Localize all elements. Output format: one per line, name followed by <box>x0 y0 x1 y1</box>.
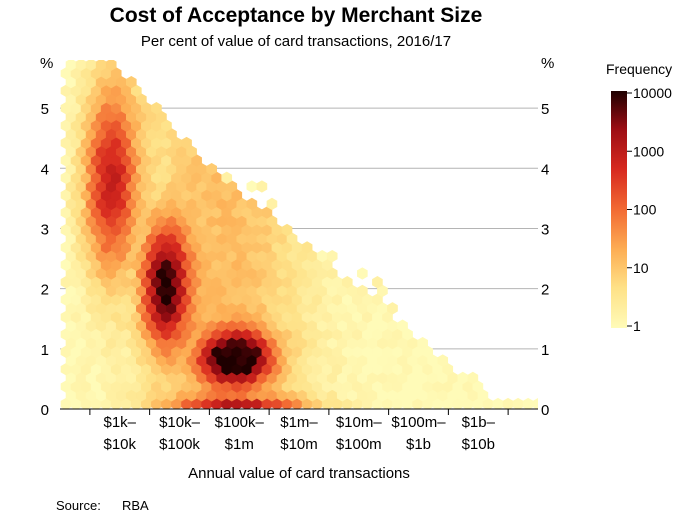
hex-cell-631 <box>316 249 328 263</box>
legend-tick-3: 10 <box>633 260 649 276</box>
y-tick-left-2: 2 <box>41 282 49 299</box>
y-tick-right-2: 2 <box>541 282 549 299</box>
x-category-label-2-line2: $1m <box>225 436 254 453</box>
legend-colorbar <box>611 91 627 328</box>
x-category-label-3-line1: $1m– <box>280 414 318 431</box>
x-category-label-6-line2: $10b <box>462 436 495 453</box>
y-tick-left-5: 5 <box>41 101 49 118</box>
legend-title: Frequency <box>606 61 672 77</box>
x-category-label-6-line1: $1b– <box>462 414 496 431</box>
y-tick-right-0: 0 <box>541 402 549 419</box>
hex-cell-801 <box>246 180 258 193</box>
x-axis: $1k– $10k $10k– $100k $100k– $1m $1m– $10m $10m–… <box>60 408 538 453</box>
x-category-label-2-line1: $100k– <box>215 414 265 431</box>
hex-cell-834 <box>206 162 217 176</box>
hex-cell-171 <box>457 371 469 385</box>
y-tick-left-3: 3 <box>41 221 49 238</box>
hex-cell-43 <box>492 397 504 409</box>
legend-tick-1: 1000 <box>633 143 664 159</box>
hex-cell-939 <box>125 75 137 89</box>
hex-cell-44 <box>502 397 514 409</box>
hex-cell-632 <box>326 249 338 263</box>
legend-tick-4: 1 <box>633 318 641 334</box>
hex-cell-249 <box>437 354 449 367</box>
hex-cell-802 <box>256 180 268 193</box>
y-axis-unit-left: % <box>40 55 53 72</box>
legend-tick-0: 10000 <box>633 85 672 101</box>
hex-cell-45 <box>512 397 524 409</box>
chart-title: Cost of Acceptance by Merchant Size <box>110 4 483 27</box>
chart-subtitle: Per cent of value of card transactions, … <box>141 33 451 50</box>
hex-cell-391 <box>397 319 408 332</box>
hex-cell-765 <box>266 197 278 211</box>
hex-cell-949 <box>95 60 107 71</box>
hex-cell-874 <box>181 136 192 150</box>
hex-cell-950 <box>105 60 117 71</box>
x-axis-label: Annual value of card transactions <box>188 465 410 482</box>
source-label: Source: <box>56 498 101 513</box>
hex-cell-657 <box>301 241 313 254</box>
x-category-label-5-line1: $100m– <box>391 414 446 431</box>
hex-cell-948 <box>85 60 97 71</box>
x-category-label-4-line2: $100m <box>336 436 382 453</box>
x-category-label-0-line1: $1k– <box>103 414 136 431</box>
y-axis-left: 0 1 2 3 4 5 <box>41 101 49 419</box>
hex-cell-703 <box>281 223 293 237</box>
hex-cell-47 <box>532 397 538 409</box>
hex-cell-764 <box>246 197 258 211</box>
y-tick-right-1: 1 <box>541 342 549 359</box>
color-legend: Frequency 10000 1000 100 10 1 <box>606 61 672 334</box>
x-category-label-4-line1: $10m– <box>336 414 383 431</box>
y-axis-unit-right: % <box>541 55 554 72</box>
y-tick-right-3: 3 <box>541 221 549 238</box>
hex-cell-322 <box>417 336 428 350</box>
source-value: RBA <box>122 498 149 513</box>
y-axis-right: 0 1 2 3 4 5 <box>541 101 549 419</box>
hexbin-cells <box>60 60 538 409</box>
legend-tick-2: 100 <box>633 202 657 218</box>
hex-cell-457 <box>387 302 398 315</box>
x-category-label-3-line2: $10m <box>280 436 318 453</box>
hex-cell-550 <box>372 276 383 289</box>
hex-cell-819 <box>221 171 233 184</box>
x-category-label-0-line2: $10k <box>103 436 136 453</box>
hex-cell-46 <box>522 397 534 409</box>
hex-cell-549 <box>341 276 353 289</box>
y-tick-right-4: 4 <box>541 161 549 178</box>
y-tick-left-0: 0 <box>41 402 49 419</box>
hex-cell-916 <box>151 102 162 115</box>
x-category-label-5-line2: $1b <box>406 436 431 453</box>
x-category-label-1-line1: $10k– <box>159 414 201 431</box>
hex-cell-519 <box>357 284 368 298</box>
y-tick-right-5: 5 <box>541 101 549 118</box>
hex-cell-578 <box>357 267 368 280</box>
hex-cell-946 <box>65 60 77 71</box>
y-tick-left-1: 1 <box>41 342 49 359</box>
legend-ticks: 10000 1000 100 10 1 <box>627 85 672 334</box>
hex-cell-172 <box>467 371 479 385</box>
y-tick-left-4: 4 <box>41 161 49 178</box>
hex-cell-947 <box>75 60 87 71</box>
x-category-label-1-line2: $100k <box>159 436 200 453</box>
